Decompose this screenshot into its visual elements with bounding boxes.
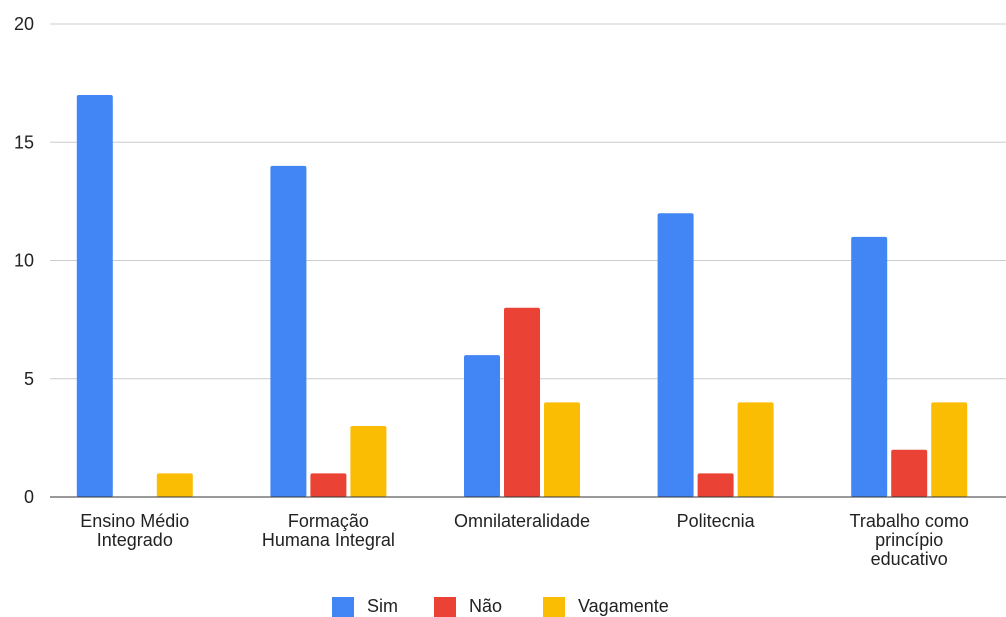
- x-category-label-line: Humana Integral: [262, 530, 395, 550]
- x-category-label-line: Politecnia: [677, 511, 756, 531]
- x-category-label-line: princípio: [875, 530, 943, 550]
- x-category-label-line: Integrado: [97, 530, 173, 550]
- bar-no-4: [891, 449, 928, 497]
- y-tick-label: 15: [14, 132, 34, 152]
- x-category-label-line: Formação: [288, 511, 369, 531]
- x-category-label-line: Ensino Médio: [80, 511, 189, 531]
- bar-sim-2: [464, 355, 500, 497]
- bar-vagamente-4: [931, 402, 968, 497]
- y-tick-label: 5: [24, 369, 34, 389]
- legend-swatch: [332, 597, 354, 617]
- bar-sim-3: [657, 213, 694, 497]
- x-category-label-line: educativo: [871, 549, 948, 569]
- bars: [76, 94, 968, 497]
- x-category-label: Politecnia: [677, 511, 756, 531]
- bar-no-1: [310, 473, 347, 497]
- bar-vagamente-3: [737, 402, 774, 497]
- bar-no-2: [504, 307, 540, 497]
- y-tick-label: 0: [24, 487, 34, 507]
- y-tick-label: 10: [14, 251, 34, 271]
- x-category-label: Trabalho como princípio educativo: [850, 511, 969, 569]
- legend-swatch: [434, 597, 456, 617]
- bar-sim-4: [851, 236, 888, 497]
- bar-vagamente-0: [156, 473, 193, 497]
- x-category-label: Ensino Médio Integrado: [80, 511, 189, 550]
- legend-label: Não: [469, 596, 502, 616]
- x-category-label-line: Omnilateralidade: [454, 511, 590, 531]
- legend-label: Vagamente: [578, 596, 669, 616]
- y-axis-ticks: 0 5 10 15 20: [14, 14, 34, 507]
- bar-sim-1: [270, 165, 307, 497]
- x-axis-labels: Ensino Médio Integrado Formação Humana Inte…: [80, 511, 969, 569]
- legend-swatch: [543, 597, 565, 617]
- x-category-label: Formação Humana Integral: [262, 511, 395, 550]
- x-category-label-line: Trabalho como: [850, 511, 969, 531]
- bar-vagamente-2: [544, 402, 580, 497]
- x-category-label: Omnilateralidade: [454, 511, 590, 531]
- y-tick-label: 20: [14, 14, 34, 34]
- legend-label: Sim: [367, 596, 398, 616]
- bar-vagamente-1: [350, 426, 387, 497]
- bar-no-3: [697, 473, 734, 497]
- bar-sim-0: [76, 94, 113, 497]
- legend: Sim Não Vagamente: [332, 596, 669, 617]
